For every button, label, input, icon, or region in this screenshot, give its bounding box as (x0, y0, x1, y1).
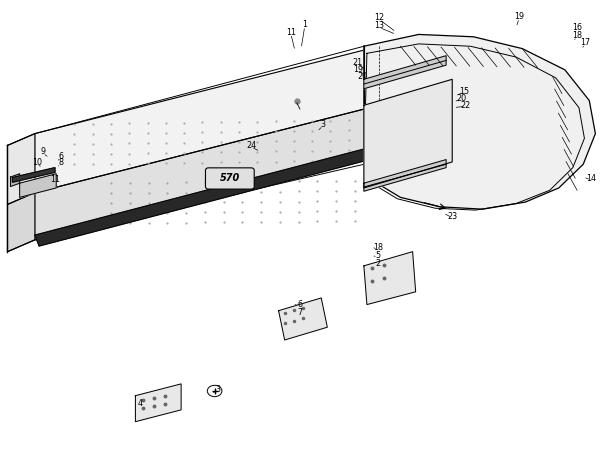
Polygon shape (364, 160, 446, 191)
Text: 7: 7 (297, 308, 302, 317)
Text: 17: 17 (580, 38, 590, 48)
Text: 14: 14 (586, 174, 596, 183)
Text: 21: 21 (353, 58, 363, 67)
Polygon shape (10, 174, 20, 187)
Text: 11: 11 (50, 175, 60, 184)
Polygon shape (7, 133, 35, 204)
Text: 10: 10 (32, 158, 42, 167)
Polygon shape (135, 384, 181, 422)
Text: 20: 20 (457, 94, 466, 103)
Text: 570: 570 (220, 173, 240, 183)
Text: 11: 11 (286, 28, 296, 37)
Text: 19: 19 (514, 12, 524, 21)
Text: 20: 20 (357, 73, 367, 81)
Text: 22: 22 (460, 101, 471, 110)
Text: 6: 6 (297, 300, 302, 309)
Text: 5: 5 (375, 251, 381, 260)
Text: 12: 12 (374, 13, 384, 22)
Text: 15: 15 (460, 86, 469, 95)
Text: 9: 9 (40, 147, 45, 156)
Text: 8: 8 (59, 158, 64, 167)
Text: 3: 3 (321, 120, 326, 129)
Polygon shape (278, 298, 327, 340)
Polygon shape (364, 35, 595, 209)
Text: 19: 19 (353, 66, 363, 75)
Text: 16: 16 (572, 23, 582, 32)
Text: 6: 6 (59, 152, 64, 161)
Text: 18: 18 (373, 243, 383, 252)
Text: 13: 13 (374, 21, 384, 30)
Polygon shape (12, 168, 55, 182)
Polygon shape (20, 174, 56, 197)
Text: 24: 24 (246, 141, 256, 150)
Polygon shape (364, 252, 416, 304)
Polygon shape (364, 56, 446, 89)
Polygon shape (35, 145, 382, 246)
FancyBboxPatch shape (206, 168, 254, 189)
Polygon shape (7, 193, 35, 252)
Polygon shape (35, 46, 379, 193)
Text: 18: 18 (572, 31, 582, 40)
Text: 4: 4 (138, 399, 143, 408)
Text: 23: 23 (447, 212, 457, 221)
Text: 3: 3 (215, 385, 220, 394)
Text: 2: 2 (375, 259, 381, 268)
Text: ARCTIC CAT: ARCTIC CAT (379, 123, 438, 146)
Text: 1: 1 (302, 19, 307, 28)
Polygon shape (364, 79, 452, 188)
Polygon shape (35, 105, 379, 240)
